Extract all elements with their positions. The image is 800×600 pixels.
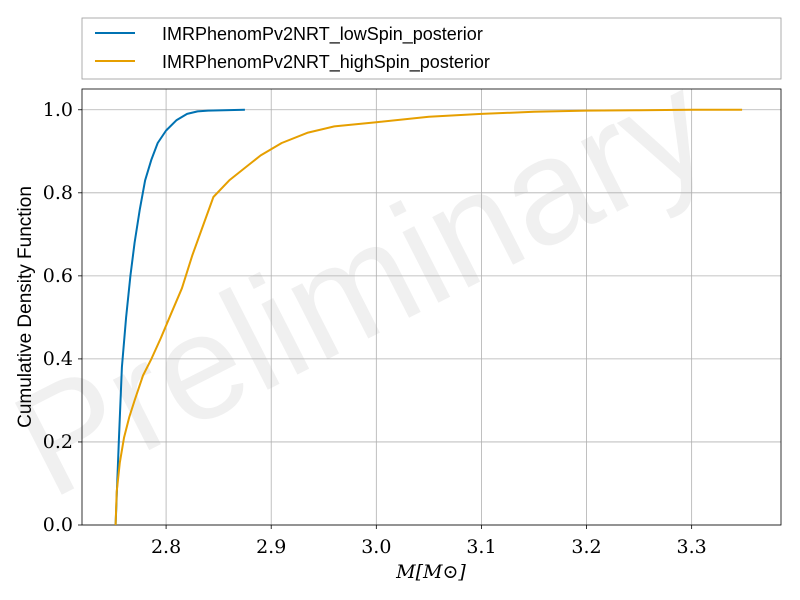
- legend-box: [81, 17, 782, 80]
- legend-label-low-spin: IMRPhenomPv2NRT_lowSpin_posterior: [162, 24, 483, 45]
- series-lines: [114, 108, 743, 526]
- x-tick-label: 3.0: [361, 536, 391, 558]
- x-tick-label: 3.3: [677, 536, 707, 558]
- legend: IMRPhenomPv2NRT_lowSpin_posterior IMRPhe…: [81, 17, 782, 80]
- x-tick-label: 2.9: [256, 536, 286, 558]
- y-axis-ticks: 0.0 0.2 0.4 0.6 0.8 1.0: [43, 99, 82, 536]
- plot-frame: [81, 88, 782, 526]
- series-line-high-spin: [114, 108, 743, 526]
- y-tick-label: 0.8: [43, 182, 73, 204]
- x-axis-title: M[M⊙]: [395, 561, 466, 583]
- x-axis-ticks: 2.8 2.9 3.0 3.1 3.2 3.3: [151, 525, 707, 558]
- x-tick-label: 3.2: [571, 536, 601, 558]
- y-tick-label: 0.4: [43, 348, 73, 370]
- y-axis-title: Cumulative Density Function: [15, 186, 36, 428]
- y-tick-label: 0.6: [43, 265, 73, 287]
- y-tick-label: 1.0: [43, 99, 73, 121]
- legend-label-high-spin: IMRPhenomPv2NRT_highSpin_posterior: [162, 52, 490, 73]
- series-line-low-spin: [114, 108, 245, 526]
- watermark-text: Preliminary: [0, 39, 734, 529]
- y-tick-label: 0.2: [43, 431, 73, 453]
- x-tick-label: 2.8: [151, 536, 181, 558]
- y-tick-label: 0.0: [43, 514, 73, 536]
- x-tick-label: 3.1: [466, 536, 496, 558]
